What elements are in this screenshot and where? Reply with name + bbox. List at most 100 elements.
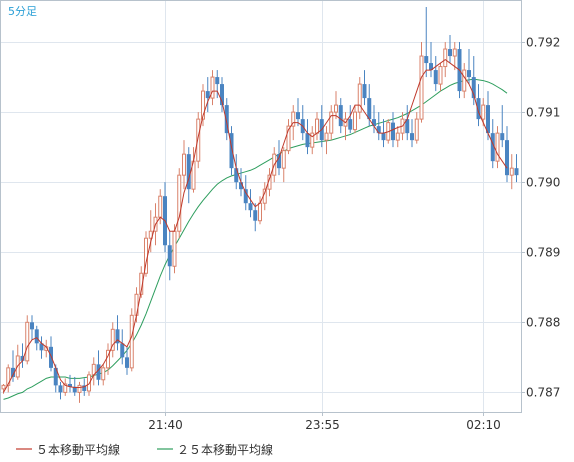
candle-up (452, 42, 457, 71)
candle-body (101, 367, 106, 381)
timeframe-label: 5分足 (8, 5, 37, 18)
candle-body (310, 132, 315, 148)
candle-body (505, 140, 509, 176)
candle-body (182, 153, 186, 176)
candle-down (248, 189, 253, 218)
candle-body (277, 154, 281, 169)
y-tick-label: 0.791 (526, 106, 560, 120)
candle-body (305, 133, 310, 148)
candle-body (1, 384, 6, 390)
candle-body (239, 182, 243, 190)
candle-body (11, 367, 15, 377)
y-tick-label: 0.790 (526, 176, 560, 190)
candle-body (210, 76, 215, 99)
candle-up (210, 70, 215, 106)
candle-body (348, 119, 353, 130)
candle-body (253, 210, 258, 221)
candle-up (414, 112, 419, 144)
candle-up (329, 105, 334, 141)
legend-ma5-label: ５本移動平均線 (36, 442, 120, 457)
candle-body (258, 202, 262, 222)
candle-body (49, 346, 53, 368)
candle-body (96, 364, 101, 380)
x-tick-label: 02:10 (466, 418, 501, 432)
candle-body (196, 118, 201, 162)
candle-body (281, 150, 286, 169)
candle-body (334, 104, 338, 113)
candle-up (324, 126, 329, 155)
candle-body (186, 154, 191, 190)
ma5-line (3, 58, 508, 393)
legend-ma25-label: ２５本移動平均線 (177, 442, 273, 457)
candle-down (167, 231, 172, 281)
candle-down (186, 147, 191, 204)
x-tick-label: 23:55 (305, 418, 340, 432)
candle-down (11, 350, 15, 382)
candle-body (433, 70, 438, 85)
candle-body (495, 132, 500, 162)
candle-up (353, 105, 357, 134)
candle-down (372, 105, 376, 134)
candle-body (68, 383, 72, 387)
candle-body (172, 230, 177, 267)
candle-body (410, 133, 414, 141)
candle-body (34, 329, 39, 344)
x-tick-label: 21:40 (148, 418, 183, 432)
candle-body (158, 195, 163, 218)
candle-down (234, 154, 239, 190)
candle-body (20, 355, 25, 361)
candle-body (471, 77, 476, 99)
candle-body (476, 98, 481, 120)
candle-body (125, 357, 129, 368)
candle-body (438, 66, 443, 85)
candle-up (509, 154, 514, 190)
candle-body (429, 63, 433, 71)
candle-down (125, 346, 129, 375)
candle-body (205, 91, 210, 99)
candle-down (305, 119, 310, 155)
candle-body (177, 174, 182, 232)
candle-body (286, 125, 291, 152)
candle-down (30, 315, 34, 340)
candle-up (281, 147, 286, 183)
candle-down (410, 119, 414, 148)
candle-body (63, 383, 68, 393)
candle-up (25, 315, 30, 365)
candle-body (395, 132, 400, 141)
candle-down (68, 374, 72, 393)
candle-body (490, 133, 495, 162)
candle-body (248, 203, 253, 211)
candle-body (500, 133, 505, 141)
candle-body (443, 48, 448, 68)
candle-body (452, 48, 457, 57)
candle-body (414, 118, 419, 141)
candle-body (324, 132, 329, 141)
candle-up (182, 140, 186, 190)
candle-body (315, 118, 319, 134)
candle-up (177, 168, 182, 239)
candle-down (220, 77, 224, 113)
y-tick-label: 0.788 (526, 316, 560, 330)
candle-body (481, 104, 486, 120)
candle-down (429, 42, 433, 78)
candle-up (438, 63, 443, 92)
candle-up (196, 112, 201, 169)
candle-up (63, 378, 68, 396)
candle-body (77, 384, 82, 393)
candle-down (433, 56, 438, 92)
candle-down (338, 98, 343, 134)
candle-down (405, 105, 410, 141)
candle-down (120, 329, 125, 365)
candle-up (495, 126, 500, 169)
candle-body (367, 98, 372, 120)
candle-down (505, 126, 509, 183)
candle-body (391, 122, 395, 141)
x-axis: 21:40 23:55 02:10 (148, 412, 501, 432)
candle-body (338, 105, 343, 127)
candle-down (448, 35, 452, 64)
candle-down (96, 350, 101, 386)
candle-body (215, 77, 220, 85)
